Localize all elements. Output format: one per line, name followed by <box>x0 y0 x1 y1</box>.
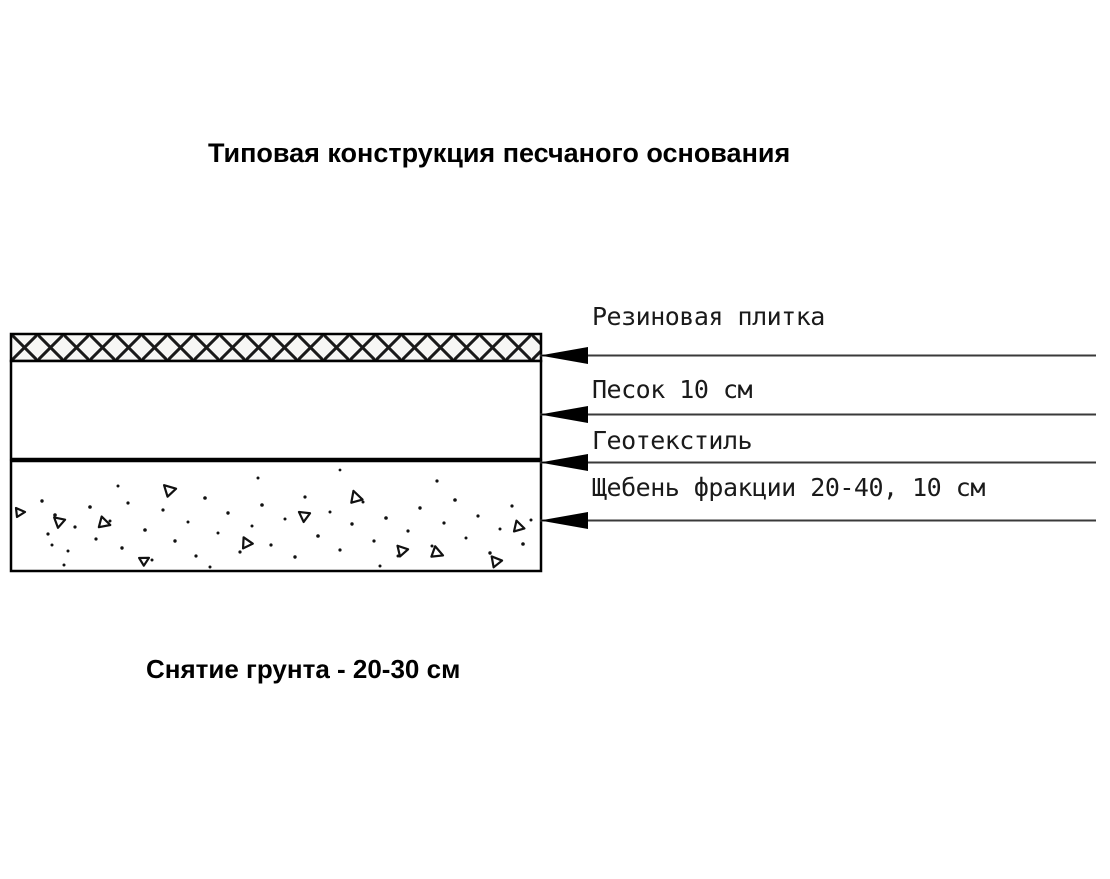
layer-label-sand: Песок 10 см <box>592 375 753 404</box>
layer-label-geotextile: Геотекстиль <box>592 426 753 455</box>
leader-crushed-stone <box>540 512 1096 529</box>
excavation-caption: Снятие грунта - 20-30 см <box>146 654 461 684</box>
leader-geotextile <box>540 454 1096 471</box>
layer-label-rubber-tile: Резиновая плитка <box>592 302 825 331</box>
layer-band-sand <box>9 359 543 461</box>
leader-rubber-tile <box>540 347 1096 364</box>
layer-band-rubber-tile <box>9 332 543 363</box>
layer-label-crushed-stone: Щебень фракции 20-40, 10 см <box>592 473 985 502</box>
layer-band-crushed-stone <box>9 459 543 573</box>
leader-sand <box>540 406 1096 423</box>
page-title: Типовая конструкция песчаного основания <box>208 138 791 168</box>
